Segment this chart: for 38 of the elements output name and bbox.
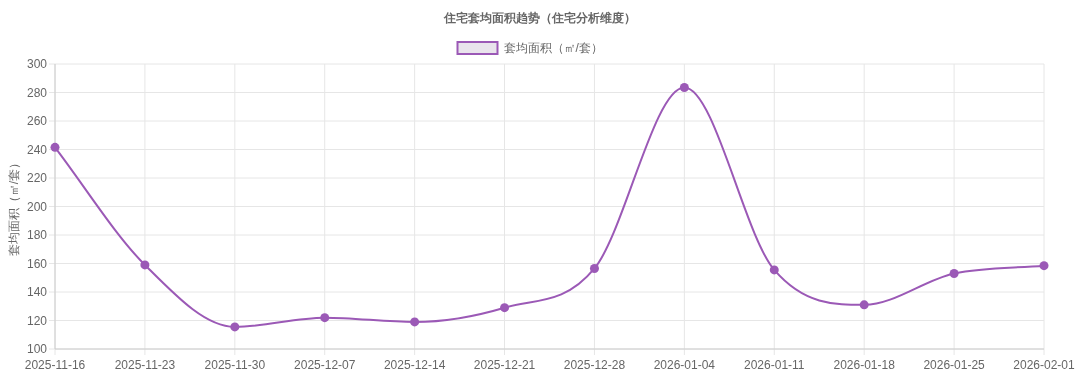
y-tick-label: 240 — [26, 142, 48, 157]
point — [1039, 261, 1049, 271]
x-tick-label: 2025-11-16 — [24, 358, 86, 372]
point — [589, 263, 599, 273]
x-tick-label: 2025-11-30 — [204, 358, 266, 372]
y-axis-title: 套均面积（㎡/套） — [7, 156, 21, 257]
point — [769, 265, 779, 275]
point — [320, 313, 330, 323]
legend: 套均面积（㎡/套） — [456, 41, 603, 55]
legend-label: 套均面积（㎡/套） — [503, 41, 603, 55]
point — [500, 303, 510, 313]
y-tick-label: 140 — [26, 285, 48, 299]
x-tick-label: 2025-12-21 — [473, 358, 536, 372]
x-tick-label: 2025-11-23 — [114, 358, 176, 372]
y-tick-label: 200 — [26, 199, 48, 214]
x-tick-label: 2026-01-25 — [923, 358, 986, 372]
point — [230, 322, 240, 332]
point — [679, 83, 689, 93]
y-tick-label: 180 — [26, 228, 48, 242]
point — [859, 300, 869, 310]
x-tick-label: 2025-12-28 — [563, 358, 626, 372]
x-tick-label: 2026-01-04 — [653, 358, 716, 372]
x-tick-label: 2026-01-18 — [833, 358, 896, 372]
x-tick-label: 2026-01-11 — [744, 358, 805, 372]
y-tick-label: 100 — [26, 342, 48, 356]
y-tick-label: 220 — [26, 171, 48, 185]
y-tick-label: 160 — [26, 256, 48, 271]
x-tick-label: 2026-02-01 — [1013, 358, 1076, 372]
y-tick-label: 120 — [26, 313, 48, 328]
x-tick-label: 2025-12-14 — [383, 358, 446, 372]
y-tick-label: 260 — [26, 114, 48, 128]
x-tick-label: 2025-12-07 — [294, 358, 356, 372]
chart-title: 住宅套均面积趋势（住宅分析维度） — [443, 11, 636, 25]
point — [410, 317, 420, 327]
point — [140, 260, 150, 270]
y-tick-label: 300 — [26, 57, 48, 71]
point — [949, 268, 959, 278]
y-tick-label: 280 — [26, 85, 48, 100]
